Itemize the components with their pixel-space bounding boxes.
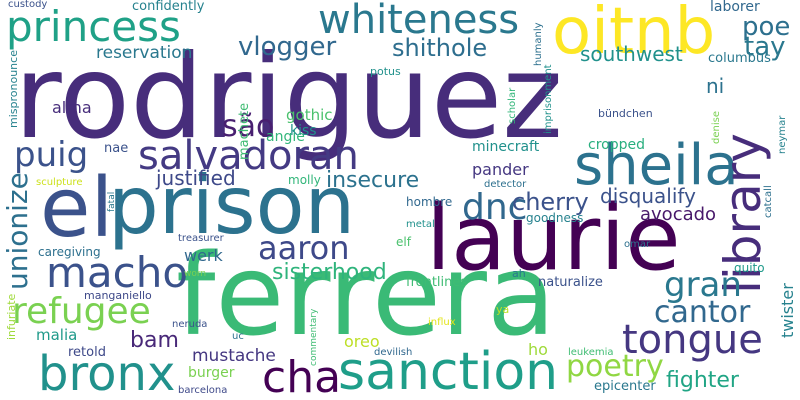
word-oreo: oreo: [344, 332, 380, 351]
word-refugee: refugee: [12, 291, 151, 332]
word-whiteness: whiteness: [318, 0, 520, 43]
word-puig: puig: [14, 135, 89, 175]
word-custody: custody: [8, 0, 48, 10]
word-elf: elf: [396, 235, 411, 249]
word-dnc: dnc: [462, 187, 528, 228]
word-neymar: neymar: [777, 115, 788, 154]
word-influx: influx: [428, 317, 456, 328]
word-prison: prison: [108, 159, 356, 252]
word-burger: burger: [188, 365, 235, 381]
word-worn: worn: [184, 269, 207, 279]
word-tay: tay: [744, 32, 786, 62]
word-retold: retold: [68, 345, 106, 360]
word-avocado: avocado: [640, 204, 717, 225]
word-macho: macho: [46, 248, 189, 297]
word-justified: justified: [156, 166, 236, 190]
word-sao: são: [222, 109, 275, 144]
word-hombre: hombre: [406, 195, 453, 209]
word-ni: ni: [706, 74, 725, 98]
word-sanction: sanction: [338, 342, 559, 400]
word-mustache: mustache: [192, 346, 276, 366]
word-leukemia: leukemia: [568, 347, 614, 358]
word-caregiving: caregiving: [38, 245, 101, 259]
word-ho: ho: [528, 340, 548, 359]
word-aaron: aaron: [258, 229, 350, 267]
word-molly: molly: [288, 173, 321, 187]
word-mispronounce: mispronounce: [7, 50, 20, 128]
word-ah: ah: [512, 267, 526, 280]
word-ya: ya: [496, 303, 510, 316]
word-southwest: southwest: [580, 42, 683, 66]
word-disqualify: disqualify: [600, 184, 696, 208]
word-alma: alma: [52, 98, 92, 117]
word-humanly: humanly: [533, 22, 544, 66]
word-nae: nae: [104, 141, 129, 156]
word-sheila: sheila: [574, 133, 739, 198]
word-infuriate: infuriate: [5, 293, 18, 340]
word-shithole: shithole: [392, 34, 488, 62]
word-uc: uc: [232, 331, 244, 342]
word-malia: malia: [36, 326, 78, 344]
word-poe: poe: [742, 12, 791, 42]
word-cantor: cantor: [654, 295, 751, 330]
word-twister: twister: [778, 283, 797, 338]
word-bam: bam: [130, 328, 179, 353]
word-laurie: laurie: [426, 186, 681, 291]
word-laborer: laborer: [710, 0, 760, 15]
word-bronx: bronx: [38, 346, 176, 400]
word-commentary: commentary: [309, 308, 319, 366]
word-ferrera: ferrera: [176, 231, 556, 361]
word-vlogger: vlogger: [238, 32, 337, 62]
word-cropped: cropped: [588, 137, 645, 153]
word-frontlines: frontlines: [406, 275, 468, 290]
word-omar: omar: [624, 239, 651, 250]
word-reservation: reservation: [96, 43, 193, 63]
word-barcelona: barcelona: [178, 385, 228, 396]
word-quito: quito: [734, 261, 765, 275]
word-imprisonment: imprisonment: [543, 64, 554, 134]
word-potus: potus: [370, 65, 401, 78]
word-detector: detector: [484, 179, 527, 190]
word-goodness: goodness: [526, 211, 584, 225]
word-neruda: neruda: [172, 319, 208, 330]
word-catcall: catcall: [763, 185, 774, 218]
word-cha: cha: [262, 352, 342, 400]
word-gothic: gothic: [286, 106, 333, 124]
word-werk: werk: [184, 246, 223, 265]
word-unionize: unionize: [1, 172, 34, 290]
word-rodriguez: rodriguez: [14, 30, 564, 165]
word-princess: princess: [6, 2, 181, 51]
word-kiss: kiss: [290, 123, 317, 139]
word-fatal: fatal: [107, 191, 117, 212]
word-denise: denise: [711, 111, 722, 144]
word-confidently: confidently: [132, 0, 205, 14]
word-minecraft: minecraft: [472, 139, 540, 155]
word-bundchen: bündchen: [598, 107, 653, 120]
word-cherry: cherry: [512, 188, 589, 216]
word-fighter: fighter: [666, 368, 739, 393]
word-columbus: columbus: [708, 51, 771, 66]
word-oitnb: oitnb: [552, 0, 716, 69]
word-machete: machete: [237, 102, 252, 160]
word-sisterhood: sisterhood: [272, 260, 387, 285]
word-angie: angie: [266, 129, 305, 145]
word-metal: metal: [406, 219, 435, 230]
word-el: el: [40, 161, 114, 256]
word-insecure: insecure: [326, 168, 420, 193]
word-salvadoran: salvadoran: [138, 133, 359, 179]
word-naturalize: naturalize: [538, 275, 603, 290]
word-pander: pander: [472, 160, 529, 179]
word-devilish: devilish: [374, 347, 413, 358]
word-epicenter: epicenter: [594, 379, 656, 394]
word-manganiello: manganiello: [84, 289, 152, 302]
word-scholar: scholar: [507, 87, 518, 124]
word-poetry: poetry: [566, 349, 664, 384]
word-gran: gran: [664, 265, 742, 305]
word-sculpture: sculpture: [36, 177, 83, 188]
word-treasurer: treasurer: [178, 233, 224, 244]
word-tongue: tongue: [622, 317, 763, 363]
